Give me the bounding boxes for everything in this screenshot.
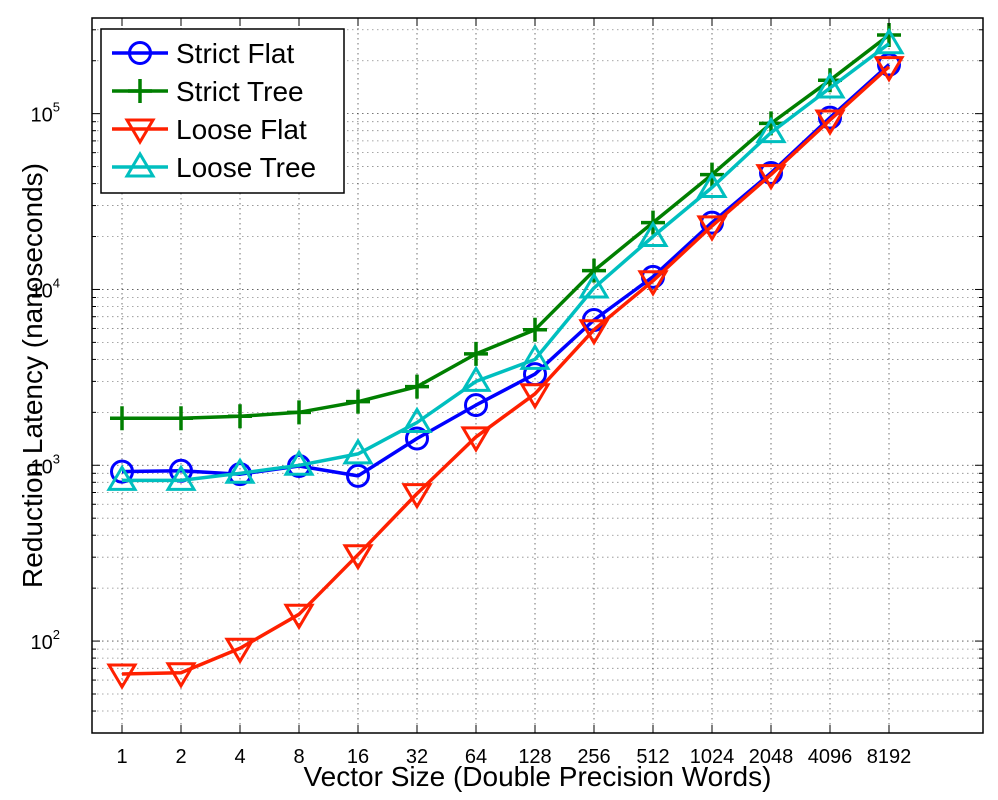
legend-label: Loose Tree	[176, 152, 316, 183]
x-tick-label: 2	[175, 746, 186, 768]
loose-tree-point	[165, 464, 197, 491]
strict-flat-point	[464, 393, 488, 418]
loose-flat-point	[224, 637, 256, 665]
loose-tree-point	[637, 220, 669, 248]
loose-tree-point	[401, 406, 433, 434]
strict-tree-point	[582, 258, 606, 283]
loose-flat-point	[814, 109, 846, 136]
x-tick-label: 8	[293, 746, 304, 768]
loose-tree-point	[814, 72, 846, 99]
loose-flat-point	[342, 544, 374, 571]
loose-tree-point	[696, 171, 728, 199]
x-tick-label: 8192	[867, 746, 912, 768]
loose-tree-point	[873, 27, 905, 55]
legend-label: Strict Tree	[176, 76, 304, 107]
x-axis-label: Vector Size (Double Precision Words)	[304, 761, 772, 792]
loose-flat-point	[106, 663, 138, 690]
y-axis-label: Reduction Latency (nanoseconds)	[17, 163, 48, 588]
series-strict-tree	[110, 23, 901, 431]
legend-label: Strict Flat	[176, 38, 294, 69]
legend-entry-strict-flat: Strict Flat	[112, 38, 294, 69]
x-tick-label: 32	[406, 746, 428, 768]
loose-tree-point	[224, 457, 256, 484]
loose-flat-point	[873, 56, 905, 83]
x-tick-label: 4096	[808, 746, 853, 768]
loose-tree-point	[342, 437, 374, 465]
x-tick-label: 2048	[749, 746, 794, 768]
y-tick-label: 105	[31, 100, 60, 127]
strict-tree-point	[523, 317, 547, 342]
strict-flat-point	[346, 463, 370, 488]
strict-tree-point	[169, 406, 193, 431]
loose-flat-point	[696, 215, 728, 242]
loose-flat-point	[165, 662, 197, 689]
loose-tree-point	[519, 343, 551, 370]
loose-tree-point	[283, 449, 315, 476]
loose-tree-point	[106, 464, 138, 491]
legend-label: Loose Flat	[176, 114, 307, 145]
plot-area-frame	[91, 17, 984, 734]
legend: Strict Flat Strict Tree Loose Flat Loose Tr…	[100, 28, 345, 194]
legend-marker	[124, 118, 156, 145]
strict-tree-point	[287, 400, 311, 425]
loose-flat-point	[755, 164, 787, 191]
strict-flat-point	[405, 426, 429, 451]
loose-flat-point	[401, 483, 433, 510]
strict-tree-point	[405, 374, 429, 399]
grid	[92, 18, 983, 734]
strict-flat-point	[759, 160, 783, 185]
x-tick-label: 256	[577, 746, 610, 768]
strict-tree-point	[110, 406, 134, 431]
series-loose-tree	[106, 27, 905, 491]
loose-tree-point	[755, 116, 787, 144]
x-tick-label: 128	[518, 746, 551, 768]
legend-marker	[128, 41, 152, 65]
loose-tree-point	[578, 271, 610, 299]
series-loose-flat	[106, 56, 905, 690]
strict-tree-point	[464, 341, 488, 366]
loose-flat-point	[519, 383, 551, 410]
series-layer	[106, 23, 905, 690]
loose-flat-point	[637, 270, 669, 297]
loose-flat-point	[578, 319, 610, 346]
x-tick-label: 1024	[690, 746, 735, 768]
y-tick-label: 104	[31, 275, 60, 302]
legend-marker	[128, 79, 152, 103]
legend-marker	[124, 151, 156, 178]
x-tick-label: 4	[234, 746, 245, 768]
x-tick-label: 64	[465, 746, 487, 768]
legend-entry-loose-flat: Loose Flat	[112, 114, 307, 145]
x-tick-label: 1	[116, 746, 127, 768]
y-tick-label: 102	[31, 627, 60, 654]
legend-entry-loose-tree: Loose Tree	[112, 151, 316, 183]
x-tick-label: 16	[347, 746, 369, 768]
loose-flat-point	[460, 426, 492, 453]
strict-tree-point	[228, 404, 252, 429]
loose-tree-point	[460, 365, 492, 392]
y-tick-label: 103	[31, 451, 60, 478]
strict-tree-point	[346, 389, 370, 414]
x-tick-label: 512	[636, 746, 669, 768]
legend-entry-strict-tree: Strict Tree	[112, 76, 304, 107]
loose-flat-point	[283, 603, 315, 631]
strict-tree-point	[877, 23, 901, 48]
